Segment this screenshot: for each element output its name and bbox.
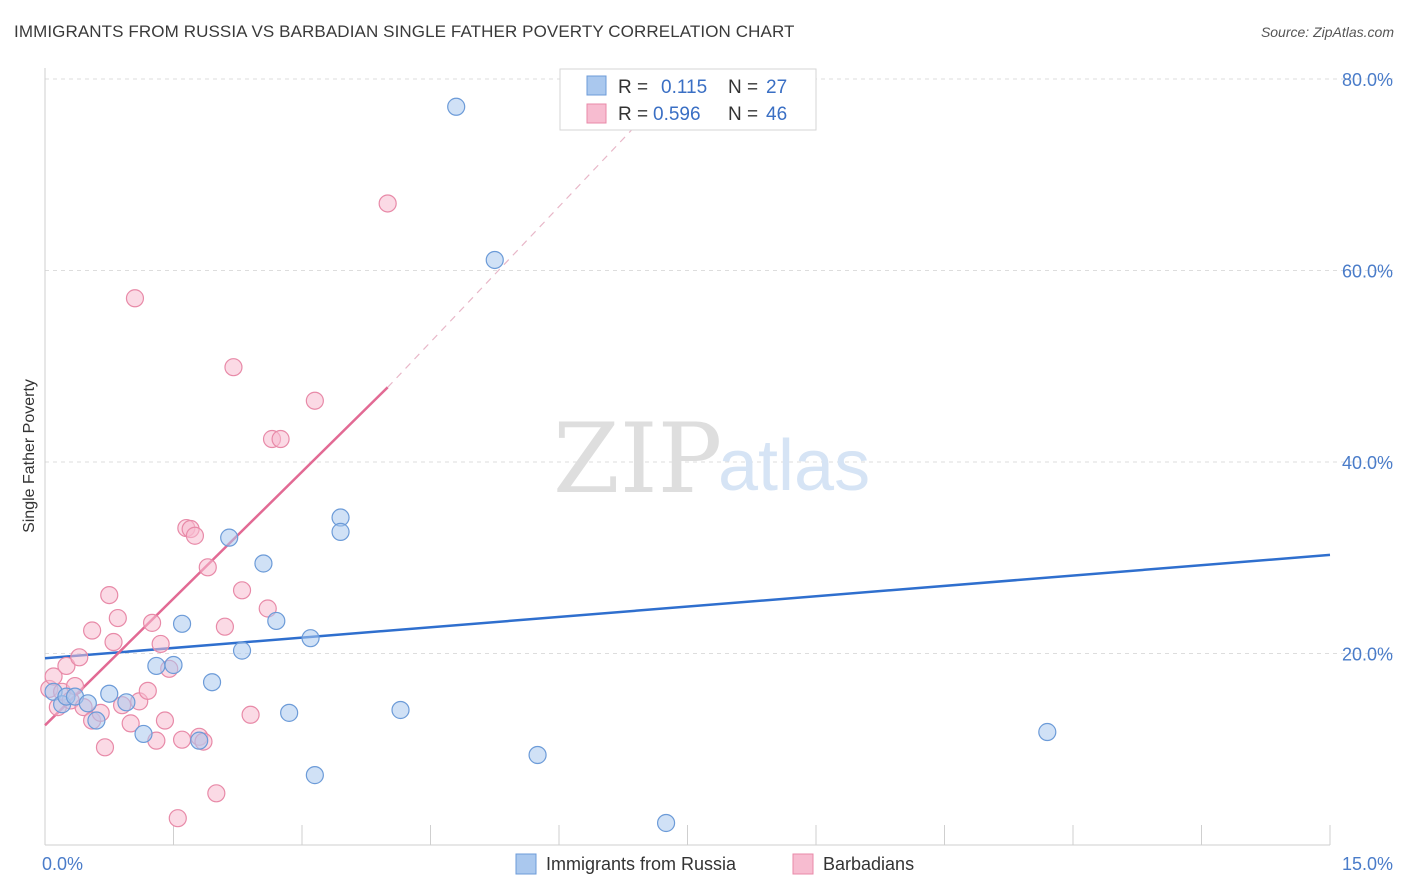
data-point-russia bbox=[528, 745, 547, 765]
data-point-russia bbox=[117, 693, 136, 712]
data-point-russia bbox=[267, 611, 286, 631]
legend-swatch-barbadians bbox=[586, 103, 607, 124]
data-point-barbadians bbox=[142, 613, 162, 632]
data-point-russia bbox=[301, 629, 320, 648]
data-point-barbadians bbox=[168, 809, 187, 828]
data-point-russia bbox=[134, 724, 153, 744]
y-axis-label: Single Father Poverty bbox=[21, 379, 38, 533]
trend-line-barbadians bbox=[44, 386, 389, 727]
legend-r-label-barbadians: R = bbox=[618, 104, 648, 125]
data-point-russia bbox=[305, 766, 324, 785]
data-point-barbadians bbox=[83, 621, 102, 640]
trend-line-russia bbox=[44, 553, 1331, 660]
data-point-barbadians bbox=[198, 558, 217, 577]
data-point-barbadians bbox=[215, 617, 234, 636]
data-point-barbadians bbox=[95, 738, 115, 757]
series-legend-label-barbadians: Barbadians bbox=[823, 854, 914, 874]
legend-r-label-russia: R = bbox=[618, 77, 648, 98]
data-point-russia bbox=[220, 528, 239, 547]
data-point-russia bbox=[331, 522, 350, 541]
watermark: ZIP atlas bbox=[553, 403, 870, 515]
chart-title: IMMIGRANTS FROM RUSSIA VS BARBADIAN SING… bbox=[14, 22, 795, 41]
legend-n-label-barbadians: N = bbox=[728, 104, 758, 125]
data-point-russia bbox=[656, 813, 676, 833]
data-point-russia bbox=[78, 694, 97, 713]
watermark-atlas: atlas bbox=[718, 426, 870, 506]
data-point-barbadians bbox=[185, 526, 205, 545]
data-points bbox=[40, 97, 1057, 833]
data-point-russia bbox=[172, 614, 192, 633]
data-point-russia bbox=[190, 731, 209, 750]
legend-r-value-russia: 0.115 bbox=[661, 77, 707, 98]
data-point-barbadians bbox=[378, 194, 397, 213]
data-point-russia bbox=[485, 250, 504, 270]
data-point-russia bbox=[391, 700, 410, 720]
series-legend-label-russia: Immigrants from Russia bbox=[546, 854, 737, 874]
x-tick-label-min: 0.0% bbox=[42, 854, 83, 874]
y-tick-labels: 20.0% 40.0% 60.0% 80.0% bbox=[1342, 70, 1393, 665]
data-point-barbadians bbox=[138, 681, 157, 700]
legend-r-value-barbadians: 0.596 bbox=[653, 104, 701, 125]
data-point-russia bbox=[1038, 722, 1057, 742]
data-point-barbadians bbox=[125, 289, 145, 308]
data-point-barbadians bbox=[70, 648, 89, 667]
x-tick-label-max: 15.0% bbox=[1342, 854, 1393, 874]
data-point-russia bbox=[100, 684, 119, 703]
data-point-russia bbox=[164, 655, 183, 675]
data-point-barbadians bbox=[104, 632, 123, 652]
series-legend-swatch-russia bbox=[515, 853, 537, 875]
data-point-russia bbox=[147, 656, 166, 676]
correlation-legend: R = 0.115 N = 27 R = 0.596 N = 46 bbox=[559, 68, 817, 131]
data-point-barbadians bbox=[258, 599, 277, 618]
data-point-barbadians bbox=[241, 705, 260, 724]
legend-swatch-russia bbox=[586, 75, 607, 96]
data-point-russia bbox=[202, 673, 222, 692]
data-point-barbadians bbox=[121, 714, 140, 733]
series-legend-swatch-barbadians bbox=[792, 853, 814, 875]
series-legend: Immigrants from Russia Barbadians bbox=[515, 853, 914, 875]
data-point-barbadians bbox=[100, 585, 119, 605]
legend-n-label-russia: N = bbox=[728, 77, 758, 98]
data-point-barbadians bbox=[207, 784, 226, 803]
data-point-barbadians bbox=[232, 581, 252, 600]
trend-lines bbox=[44, 97, 1331, 727]
data-point-russia bbox=[232, 641, 252, 660]
data-point-barbadians bbox=[57, 656, 76, 676]
data-point-russia bbox=[87, 711, 106, 730]
data-point-barbadians bbox=[305, 391, 324, 410]
data-point-barbadians bbox=[155, 711, 175, 730]
x-tick-marks bbox=[173, 825, 1331, 845]
watermark-zip: ZIP bbox=[553, 403, 722, 515]
data-point-barbadians bbox=[151, 634, 170, 654]
trend-line-barbadians-extension bbox=[387, 97, 663, 388]
legend-n-value-barbadians: 46 bbox=[766, 104, 787, 125]
data-point-barbadians bbox=[172, 730, 192, 749]
data-point-barbadians bbox=[224, 358, 243, 377]
data-point-russia bbox=[254, 554, 273, 573]
y-tick-label: 80.0% bbox=[1342, 70, 1393, 90]
data-point-russia bbox=[447, 97, 466, 116]
data-point-russia bbox=[280, 703, 299, 722]
y-tick-label: 40.0% bbox=[1342, 453, 1393, 473]
y-tick-label: 60.0% bbox=[1342, 262, 1393, 282]
source-credit: Source: ZipAtlas.com bbox=[1260, 24, 1394, 40]
legend-n-value-russia: 27 bbox=[766, 77, 787, 98]
data-point-barbadians bbox=[271, 429, 290, 449]
y-tick-label: 20.0% bbox=[1342, 645, 1393, 665]
gridlines bbox=[45, 78, 1395, 654]
data-point-barbadians bbox=[108, 608, 127, 628]
